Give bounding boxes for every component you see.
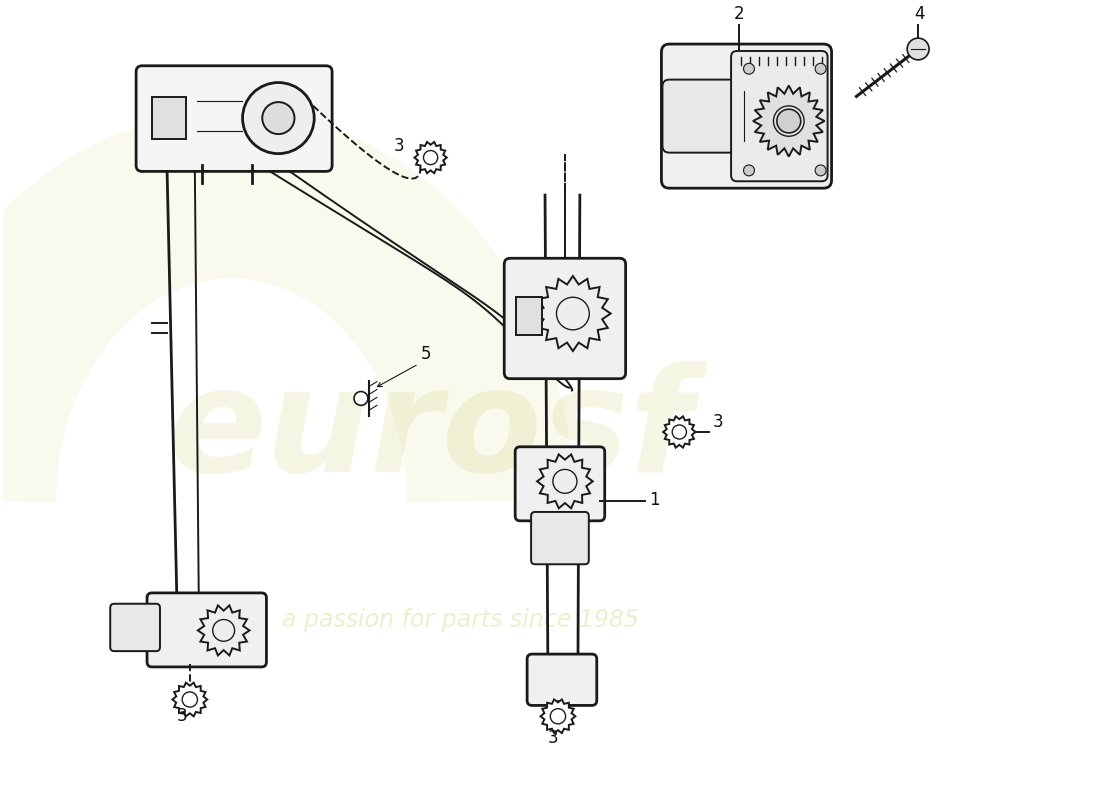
Circle shape bbox=[354, 391, 367, 406]
FancyBboxPatch shape bbox=[531, 512, 588, 564]
FancyBboxPatch shape bbox=[515, 446, 605, 521]
FancyBboxPatch shape bbox=[661, 44, 832, 188]
Text: 1: 1 bbox=[649, 491, 660, 509]
Circle shape bbox=[424, 150, 438, 165]
Circle shape bbox=[183, 692, 198, 707]
Text: 2: 2 bbox=[734, 6, 745, 23]
FancyBboxPatch shape bbox=[732, 51, 827, 182]
Polygon shape bbox=[754, 86, 825, 157]
Polygon shape bbox=[415, 142, 447, 174]
FancyBboxPatch shape bbox=[110, 604, 160, 651]
FancyBboxPatch shape bbox=[516, 297, 542, 335]
FancyBboxPatch shape bbox=[527, 654, 597, 706]
Circle shape bbox=[815, 165, 826, 176]
Circle shape bbox=[553, 470, 578, 494]
Text: eurosf: eurosf bbox=[168, 362, 693, 502]
FancyBboxPatch shape bbox=[662, 79, 751, 153]
Circle shape bbox=[908, 38, 930, 60]
FancyBboxPatch shape bbox=[136, 66, 332, 171]
Circle shape bbox=[744, 63, 755, 74]
Text: 3: 3 bbox=[394, 137, 405, 154]
Circle shape bbox=[243, 82, 315, 154]
Text: 5: 5 bbox=[420, 345, 431, 363]
Circle shape bbox=[672, 425, 686, 439]
Text: 3: 3 bbox=[713, 413, 724, 431]
Polygon shape bbox=[198, 606, 250, 655]
Circle shape bbox=[815, 63, 826, 74]
Polygon shape bbox=[537, 454, 593, 508]
Circle shape bbox=[212, 619, 234, 642]
Circle shape bbox=[777, 110, 801, 133]
FancyBboxPatch shape bbox=[152, 98, 186, 139]
Circle shape bbox=[550, 709, 565, 724]
Circle shape bbox=[557, 298, 590, 330]
Circle shape bbox=[773, 106, 804, 136]
Text: 3: 3 bbox=[177, 707, 187, 726]
Circle shape bbox=[744, 165, 755, 176]
FancyBboxPatch shape bbox=[504, 258, 626, 378]
Polygon shape bbox=[173, 682, 207, 716]
Circle shape bbox=[262, 102, 295, 134]
Text: 3: 3 bbox=[548, 729, 559, 747]
Polygon shape bbox=[535, 276, 611, 351]
Polygon shape bbox=[663, 416, 695, 448]
Text: a passion for parts since 1985: a passion for parts since 1985 bbox=[282, 607, 639, 631]
Text: 4: 4 bbox=[914, 6, 925, 23]
FancyBboxPatch shape bbox=[147, 593, 266, 667]
Polygon shape bbox=[540, 699, 575, 733]
